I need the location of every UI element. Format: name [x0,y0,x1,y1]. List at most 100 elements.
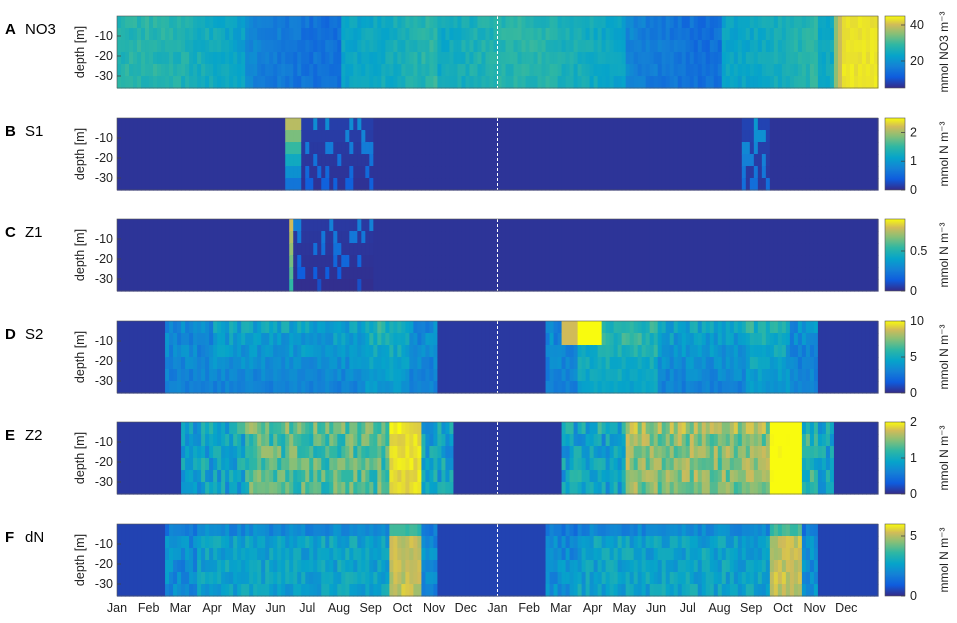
heatmap-cell [693,255,699,268]
heatmap-cell [425,40,431,53]
heatmap-cell [797,369,803,382]
heatmap-cell [629,255,635,268]
heatmap-cell [233,255,238,268]
heatmap-cell [761,333,767,346]
heatmap-cell [521,118,527,131]
heatmap-cell [309,52,314,65]
heatmap-cell [313,321,318,334]
heatmap-cell [189,52,194,65]
heatmap-cell [613,231,619,244]
heatmap-cell [253,219,258,232]
heatmap-cell [249,381,254,394]
heatmap-cell [833,369,839,382]
heatmap-cell [777,333,783,346]
heatmap-cell [197,357,202,370]
heatmap-cell [377,219,382,232]
heatmap-cell [653,28,659,41]
heatmap-cell [305,321,310,334]
heatmap-cell [337,369,342,382]
heatmap-cell [157,333,162,346]
heatmap-cell [593,64,599,77]
heatmap-cell [533,118,539,131]
heatmap-cell [273,321,278,334]
heatmap-cell [645,381,651,394]
heatmap-cell [845,40,851,53]
heatmap-cell [821,52,827,65]
heatmap-cell [521,219,527,232]
heatmap-cell [217,381,222,394]
heatmap-cell [553,369,559,382]
heatmap-cell [693,243,699,256]
heatmap-cell [837,64,843,77]
heatmap-cell [605,381,611,394]
heatmap-cell [241,381,246,394]
heatmap-cell [717,40,723,53]
heatmap-cell [849,321,855,334]
heatmap-cell [321,321,326,334]
heatmap-cell [189,154,194,167]
heatmap-cell [729,345,735,358]
heatmap-cell [157,446,162,459]
heatmap-cell [377,118,382,131]
heatmap-cell [765,381,771,394]
heatmap-cell [213,130,218,143]
heatmap-cell [253,52,258,65]
heatmap-cell [689,178,695,191]
heatmap-cell [805,40,811,53]
heatmap-cell [873,267,879,280]
heatmap-cell [657,166,663,179]
heatmap-cell [581,333,587,346]
heatmap-cell [189,321,194,334]
heatmap-cell [417,321,422,334]
heatmap-cell [369,28,374,41]
heatmap-cells [117,422,879,495]
heatmap-cell [621,154,627,167]
heatmap-cell [293,458,298,471]
heatmap-cell [849,76,855,89]
heatmap-cell [545,267,551,280]
heatmap-cell [377,142,382,155]
heatmap-cell [189,369,194,382]
heatmap-cell [633,321,639,334]
heatmap-cell [825,130,831,143]
heatmap-cell [333,434,338,447]
heatmap-cell [493,52,499,65]
heatmap-cell [565,178,571,191]
heatmap-cell [813,76,819,89]
heatmap-cell [253,40,258,53]
heatmap-cell [681,76,687,89]
heatmap-cell [641,154,647,167]
heatmap-cell [609,64,615,77]
heatmap-cell [437,267,443,280]
heatmap-cell [413,178,418,191]
heatmap-cell [421,369,427,382]
heatmap-cell [393,381,398,394]
heatmap-cell [205,267,210,280]
heatmap-cell [477,166,483,179]
heatmap-cell [817,369,823,382]
heatmap-cell [785,40,791,53]
heatmap-cell [253,279,258,292]
heatmap-cell [341,333,346,346]
heatmap-cell [389,64,394,77]
heatmap-cell [341,458,346,471]
heatmap-cell [729,219,735,232]
heatmap-cell [557,130,563,143]
heatmap-cell [337,28,342,41]
heatmap-cell [729,52,735,65]
heatmap-cell [373,357,378,370]
heatmap-cell [765,357,771,370]
heatmap-cell [365,231,370,244]
heatmap-cell [441,243,447,256]
heatmap-cell [781,255,787,268]
heatmap-cell [345,267,350,280]
heatmap-cell [609,345,615,358]
heatmap-cell [457,142,463,155]
heatmap-cell [561,267,567,280]
heatmap-cell [285,434,290,447]
heatmap-cell [841,357,847,370]
heatmap-cell [193,243,198,256]
heatmap-cell [265,333,270,346]
heatmap-cell [641,52,647,65]
